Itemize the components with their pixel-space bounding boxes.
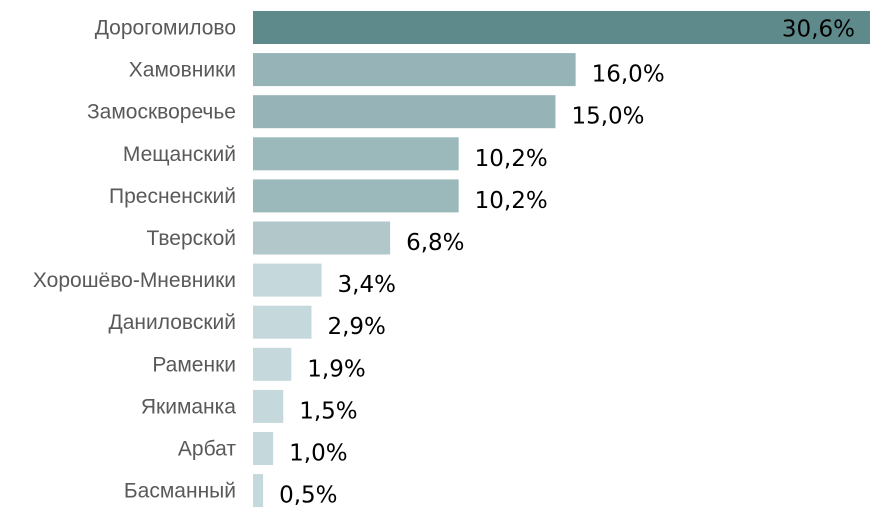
value-label: 10,2%: [475, 146, 548, 172]
category-label: Басманный: [124, 480, 236, 503]
value-label: 3,4%: [338, 272, 396, 298]
value-label: 30,6%: [782, 17, 855, 43]
bar: [253, 221, 391, 255]
category-label: Хорошёво-Мневники: [33, 269, 236, 292]
value-label: 10,2%: [475, 188, 548, 214]
value-label: 6,8%: [406, 230, 464, 256]
value-label: 0,5%: [279, 483, 337, 509]
bar: [253, 474, 264, 508]
bar: [253, 432, 274, 465]
value-label: 1,9%: [307, 356, 365, 382]
bar: [253, 137, 459, 171]
category-label: Мещанский: [123, 143, 236, 166]
value-label: 2,9%: [327, 314, 385, 340]
category-label: Хамовники: [129, 59, 236, 82]
category-label: Дорогомилово: [95, 17, 236, 40]
category-label: Арбат: [178, 438, 236, 461]
category-label: Даниловский: [109, 311, 236, 334]
value-label: 1,0%: [289, 441, 347, 467]
bar: [253, 53, 576, 87]
category-label: Замоскворечье: [87, 101, 236, 124]
bar: [253, 347, 292, 381]
value-label: 16,0%: [592, 62, 665, 88]
bar: [253, 305, 312, 339]
bar: [253, 179, 459, 213]
bar: [253, 263, 322, 297]
category-label: Раменки: [152, 353, 236, 376]
bar: [253, 11, 870, 44]
value-label: 1,5%: [299, 398, 357, 424]
category-label: Тверской: [146, 227, 236, 250]
category-label: Пресненский: [109, 185, 236, 208]
bar: [253, 95, 556, 129]
value-label: 15,0%: [571, 104, 644, 130]
bar: [253, 389, 284, 423]
category-label: Якиманка: [141, 395, 236, 418]
